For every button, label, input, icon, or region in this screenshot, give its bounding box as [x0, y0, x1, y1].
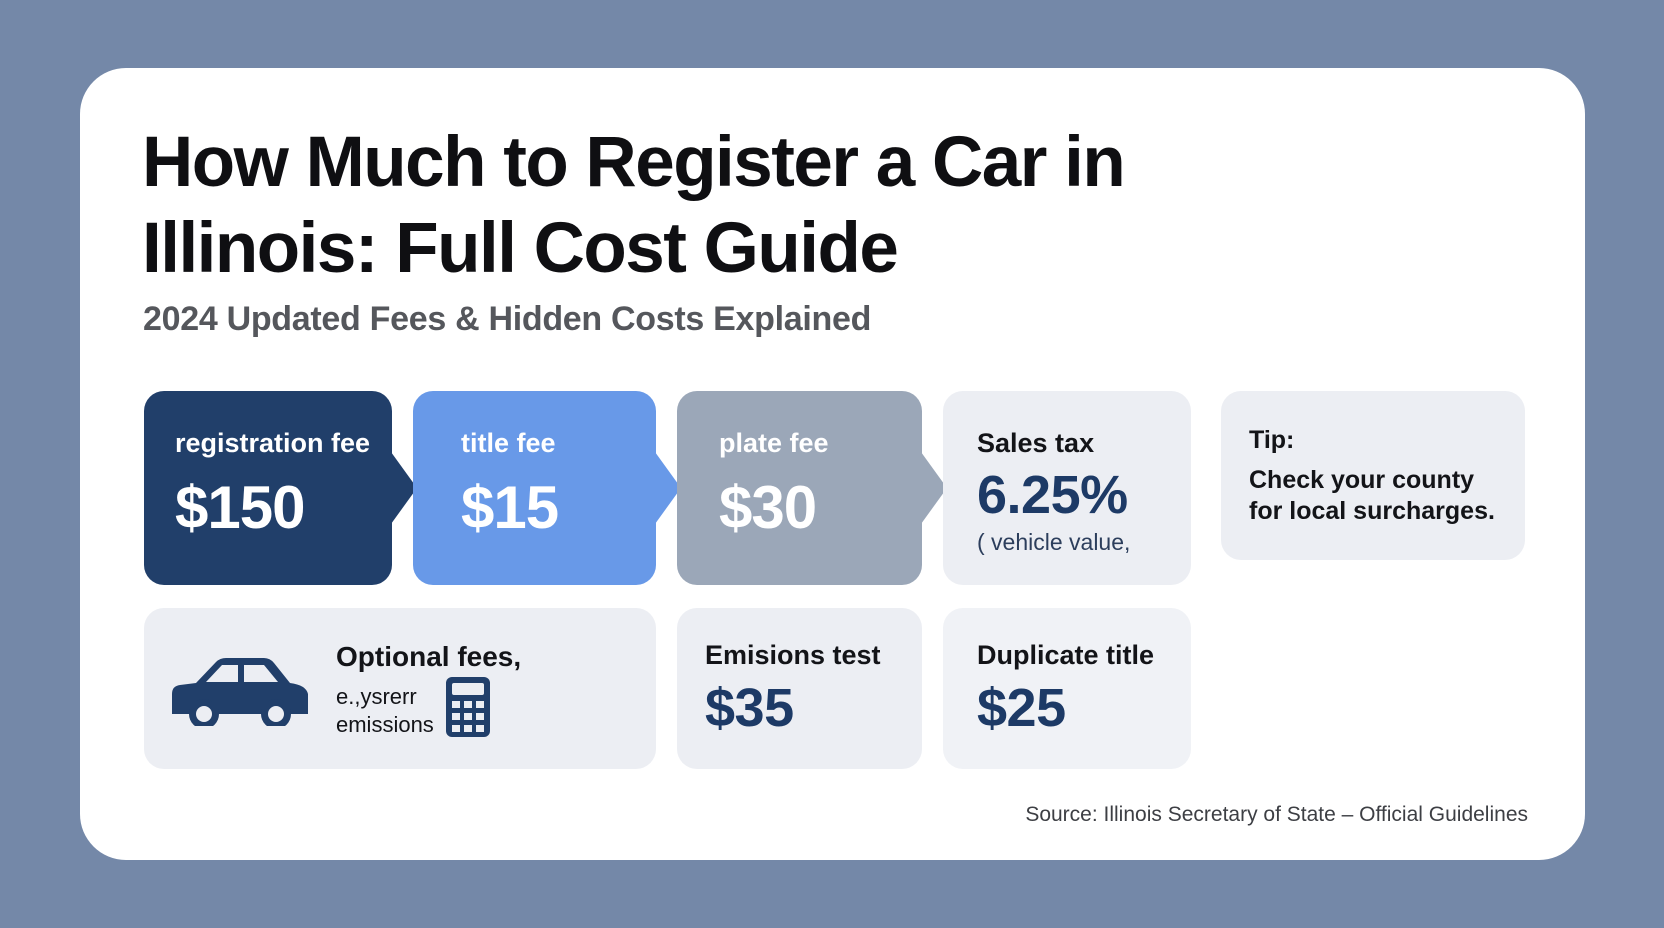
duplicate-title-value: $25	[977, 678, 1066, 738]
title-fee-label: title fee	[461, 428, 556, 458]
arrow-right-icon	[921, 452, 947, 524]
title-fee-tile: title fee $15	[413, 391, 656, 585]
tip-label: Tip:	[1249, 426, 1295, 454]
infographic-card: How Much to Register a Car in Illinois: …	[80, 68, 1585, 860]
optional-fees-tile: Optional fees, e.,ysrerr emissions	[144, 608, 656, 769]
sales-tax-label: Sales tax	[977, 428, 1095, 458]
optional-fees-label: Optional fees,	[336, 641, 522, 672]
emissions-test-value: $35	[705, 678, 794, 738]
plate-fee-label: plate fee	[719, 428, 829, 458]
emissions-test-label: Emisions test	[705, 640, 881, 670]
optional-fees-line1: e.,ysrerr	[336, 684, 417, 709]
arrow-right-icon	[655, 452, 681, 524]
sales-tax-value: 6.25%	[977, 465, 1128, 525]
sales-tax-note: ( vehicle value,	[977, 529, 1131, 555]
title-fee-value: $15	[461, 474, 559, 541]
source-note: Source: Illinois Secretary of State – Of…	[1025, 803, 1528, 826]
emissions-test-tile: Emisions test $35	[677, 608, 922, 769]
car-icon	[172, 658, 308, 726]
page-subtitle: 2024 Updated Fees & Hidden Costs Explain…	[143, 300, 872, 338]
arrow-right-icon	[391, 452, 417, 524]
sales-tax-tile: Sales tax 6.25% ( vehicle value,	[943, 391, 1191, 585]
page-title: How Much to Register a Car in Illinois: …	[142, 123, 1126, 288]
registration-fee-value: $150	[175, 474, 305, 541]
duplicate-title-label: Duplicate title	[977, 640, 1155, 670]
optional-fees-line2: emissions	[336, 712, 434, 737]
registration-fee-label: registration fee	[175, 428, 371, 458]
calculator-icon	[446, 677, 490, 737]
tip-text: Check your county for local surcharges.	[1249, 466, 1495, 525]
registration-fee-tile: registration fee $150	[144, 391, 392, 585]
duplicate-title-tile: Duplicate title $25	[943, 608, 1191, 769]
plate-fee-value: $30	[719, 474, 817, 541]
plate-fee-tile: plate fee $30	[677, 391, 922, 585]
tip-tile: Tip: Check your county for local surchar…	[1221, 391, 1525, 560]
